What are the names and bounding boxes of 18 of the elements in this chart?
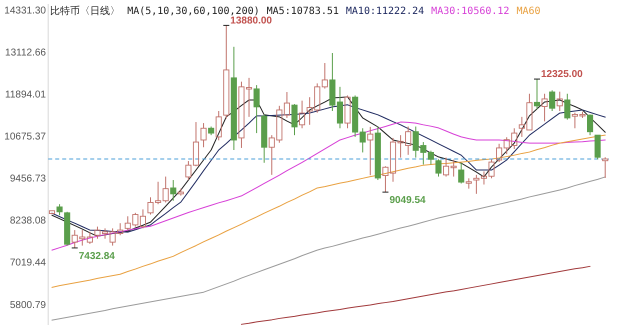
y-tick-label: 11894.01: [5, 89, 46, 100]
annotation: 9049.54: [389, 195, 426, 206]
y-tick-label: 9456.73: [10, 174, 46, 185]
annotation: 12325.00: [541, 69, 584, 80]
annotation: 7432.84: [78, 250, 116, 262]
chart-subtitle: MA(5,10,30,60,100,200): [127, 6, 260, 17]
y-tick-label: 5800.79: [10, 300, 46, 311]
y-tick-label: 7019.44: [10, 258, 46, 269]
y-tick-label: 13112.66: [5, 47, 46, 58]
annotation: 13880.00: [230, 15, 272, 26]
chart-title: 比特币〈日线〉: [50, 5, 120, 17]
text: MA30:10560.12: [431, 6, 510, 17]
text: MA60: [516, 6, 541, 17]
text: MA10:11222.24: [346, 6, 424, 17]
text: MA5:10783.51: [266, 6, 339, 17]
y-tick-label: 8238.08: [10, 216, 46, 227]
y-tick-label: 10675.37: [4, 132, 46, 143]
y-tick-label: 14331.30: [4, 5, 46, 16]
